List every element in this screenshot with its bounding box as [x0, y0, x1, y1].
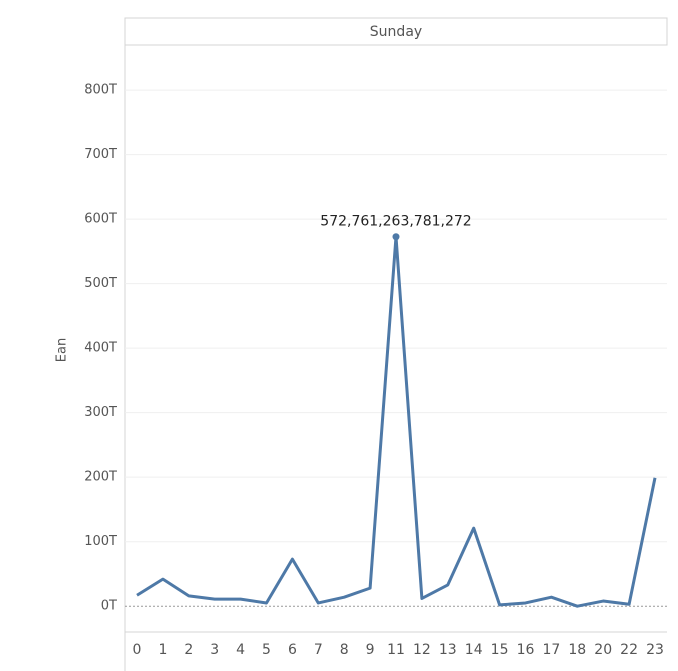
point — [392, 233, 400, 241]
y-tick-label: 200T — [84, 470, 117, 485]
x-tick-label: 3 — [210, 642, 219, 658]
y-tick-label: 500T — [84, 276, 117, 291]
x-tick-label: 9 — [366, 642, 375, 658]
x-tick-label: 2 — [184, 642, 193, 658]
x-tick-label: 16 — [517, 642, 535, 658]
x-tick-label: 23 — [646, 642, 664, 658]
x-tick-label: 8 — [340, 642, 349, 658]
x-tick-label: 15 — [491, 642, 509, 658]
y-tick-label: 800T — [84, 83, 117, 98]
x-tick-label: 7 — [314, 642, 323, 658]
x-tick-label: 4 — [236, 642, 245, 658]
x-tick-label: 22 — [620, 642, 638, 658]
x-tick-label: 5 — [262, 642, 271, 658]
x-tick-label: 6 — [288, 642, 297, 658]
x-tick-label: 0 — [133, 642, 142, 658]
y-tick-label: 700T — [84, 147, 117, 162]
x-tick-label: 20 — [594, 642, 612, 658]
x-tick-label: 18 — [568, 642, 586, 658]
panel-title: Sunday — [370, 24, 422, 40]
x-tick-label: 11 — [387, 642, 405, 658]
line — [136, 235, 657, 608]
x-tick-label: 13 — [439, 642, 457, 658]
y-tick-label: 300T — [84, 405, 117, 420]
panel-header — [124, 17, 668, 46]
y-tick-label: 400T — [84, 341, 117, 356]
y-axis-label: Ean — [55, 338, 70, 362]
y-tick-label: 600T — [84, 212, 117, 227]
x-tick-label: 17 — [542, 642, 560, 658]
x-tick-label: 12 — [413, 642, 431, 658]
y-tick-label: 100T — [84, 534, 117, 549]
y-tick-label: 0T — [101, 599, 117, 614]
data-label: 572,761,263,781,272 — [320, 214, 471, 230]
x-tick-label: 14 — [465, 642, 483, 658]
x-tick-label: 1 — [158, 642, 167, 658]
